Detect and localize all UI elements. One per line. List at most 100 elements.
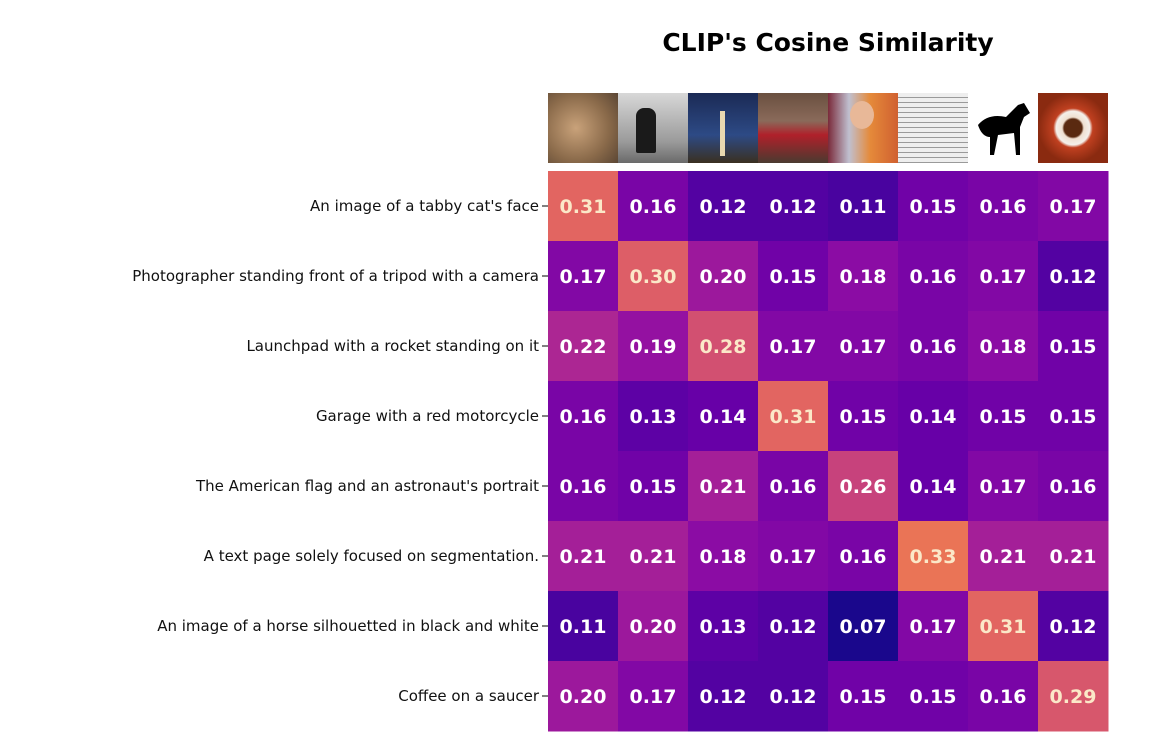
heatmap-cell <box>828 661 899 732</box>
cell-value-label: 0.16 <box>560 476 607 498</box>
cell-value-label: 0.12 <box>770 196 817 218</box>
heatmap-cell <box>968 311 1039 382</box>
cell-value-label: 0.12 <box>770 616 817 638</box>
cell-value-label: 0.15 <box>910 686 957 708</box>
thumbnail-camera-man-image <box>618 93 688 163</box>
heatmap-cell <box>1038 241 1109 312</box>
heatmap-cell <box>548 521 619 592</box>
cell-value-label: 0.16 <box>980 196 1027 218</box>
cell-value-label: 0.18 <box>700 546 747 568</box>
cell-value-label: 0.29 <box>1050 686 1097 708</box>
cell-value-label: 0.17 <box>840 336 887 358</box>
cell-value-label: 0.15 <box>1050 406 1097 428</box>
heatmap-cell <box>618 661 689 732</box>
heatmap-cell <box>548 311 619 382</box>
heatmap-cell <box>688 241 759 312</box>
heatmap-cell <box>968 591 1039 662</box>
cell-value-label: 0.16 <box>1050 476 1097 498</box>
cell-value-label: 0.15 <box>840 686 887 708</box>
cell-value-label: 0.18 <box>840 266 887 288</box>
horse-silhouette-icon <box>978 103 1030 155</box>
cell-value-label: 0.16 <box>910 336 957 358</box>
y-tick-label: The American flag and an astronaut's por… <box>195 477 539 495</box>
heatmap-cell <box>898 521 969 592</box>
heatmap-cell <box>898 451 969 522</box>
cell-value-label: 0.21 <box>1050 546 1097 568</box>
heatmap-cell <box>968 381 1039 452</box>
heatmap-cell <box>548 591 619 662</box>
heatmap-cell <box>758 311 829 382</box>
y-tick-label: A text page solely focused on segmentati… <box>204 547 539 565</box>
heatmap-cell <box>548 241 619 312</box>
heatmap-cell <box>758 661 829 732</box>
heatmap-cell <box>828 591 899 662</box>
cell-value-label: 0.19 <box>630 336 677 358</box>
cell-value-label: 0.12 <box>700 196 747 218</box>
cell-value-label: 0.28 <box>700 336 747 358</box>
cell-value-label: 0.17 <box>770 336 817 358</box>
cell-value-label: 0.18 <box>980 336 1027 358</box>
y-tick-label: Launchpad with a rocket standing on it <box>246 337 539 355</box>
heatmap-cell <box>688 521 759 592</box>
cell-value-label: 0.20 <box>560 686 607 708</box>
cell-value-label: 0.20 <box>630 616 677 638</box>
cell-value-label: 0.17 <box>980 476 1027 498</box>
heatmap-cell <box>1038 451 1109 522</box>
thumbnail-horse-image <box>968 93 1038 163</box>
heatmap-cell <box>618 591 689 662</box>
heatmap-cell <box>618 241 689 312</box>
cell-value-label: 0.33 <box>910 546 957 568</box>
cell-value-label: 0.16 <box>560 406 607 428</box>
heatmap-cell <box>828 311 899 382</box>
cell-value-label: 0.17 <box>560 266 607 288</box>
cell-value-label: 0.16 <box>770 476 817 498</box>
heatmap-cell <box>758 381 829 452</box>
heatmap-cell <box>898 241 969 312</box>
heatmap-cell <box>968 241 1039 312</box>
thumbnail-text-page-image <box>898 93 968 163</box>
heatmap-cell <box>968 451 1039 522</box>
cell-value-label: 0.15 <box>1050 336 1097 358</box>
heatmap-cell <box>828 451 899 522</box>
y-tick-label: Garage with a red motorcycle <box>316 407 539 425</box>
cell-value-label: 0.17 <box>910 616 957 638</box>
cell-value-label: 0.12 <box>1050 616 1097 638</box>
cell-value-label: 0.20 <box>700 266 747 288</box>
heatmap-cell <box>688 661 759 732</box>
heatmap-cell <box>1038 171 1109 242</box>
thumbnail-motorcycle-image <box>758 93 828 163</box>
heatmap-cell <box>828 381 899 452</box>
cell-value-label: 0.15 <box>630 476 677 498</box>
cell-value-label: 0.11 <box>560 616 607 638</box>
heatmap-cell <box>688 591 759 662</box>
cell-value-label: 0.21 <box>630 546 677 568</box>
heatmap-cell <box>898 591 969 662</box>
cell-value-label: 0.14 <box>700 406 747 428</box>
cell-value-label: 0.13 <box>700 616 747 638</box>
heatmap-cell <box>898 171 969 242</box>
y-tick-label: An image of a horse silhouetted in black… <box>157 617 539 635</box>
cell-value-label: 0.13 <box>630 406 677 428</box>
image-thumbnails <box>548 93 1108 163</box>
chart-title: CLIP's Cosine Similarity <box>662 28 994 57</box>
cell-value-label: 0.14 <box>910 476 957 498</box>
heatmap-cell <box>898 381 969 452</box>
heatmap-cell <box>968 661 1039 732</box>
cell-value-label: 0.17 <box>1050 196 1097 218</box>
cell-value-label: 0.07 <box>840 616 887 638</box>
cell-value-label: 0.31 <box>560 196 607 218</box>
heatmap-cell <box>618 451 689 522</box>
heatmap-cell <box>758 451 829 522</box>
heatmap-cell <box>1038 381 1109 452</box>
cell-value-label: 0.17 <box>980 266 1027 288</box>
heatmap-cell <box>758 241 829 312</box>
heatmap-cell <box>898 311 969 382</box>
cell-value-label: 0.26 <box>840 476 887 498</box>
heatmap-cell <box>688 311 759 382</box>
heatmap-cell <box>548 661 619 732</box>
cell-value-label: 0.12 <box>700 686 747 708</box>
heatmap-cell <box>1038 521 1109 592</box>
cell-value-label: 0.31 <box>770 406 817 428</box>
cell-value-label: 0.16 <box>980 686 1027 708</box>
